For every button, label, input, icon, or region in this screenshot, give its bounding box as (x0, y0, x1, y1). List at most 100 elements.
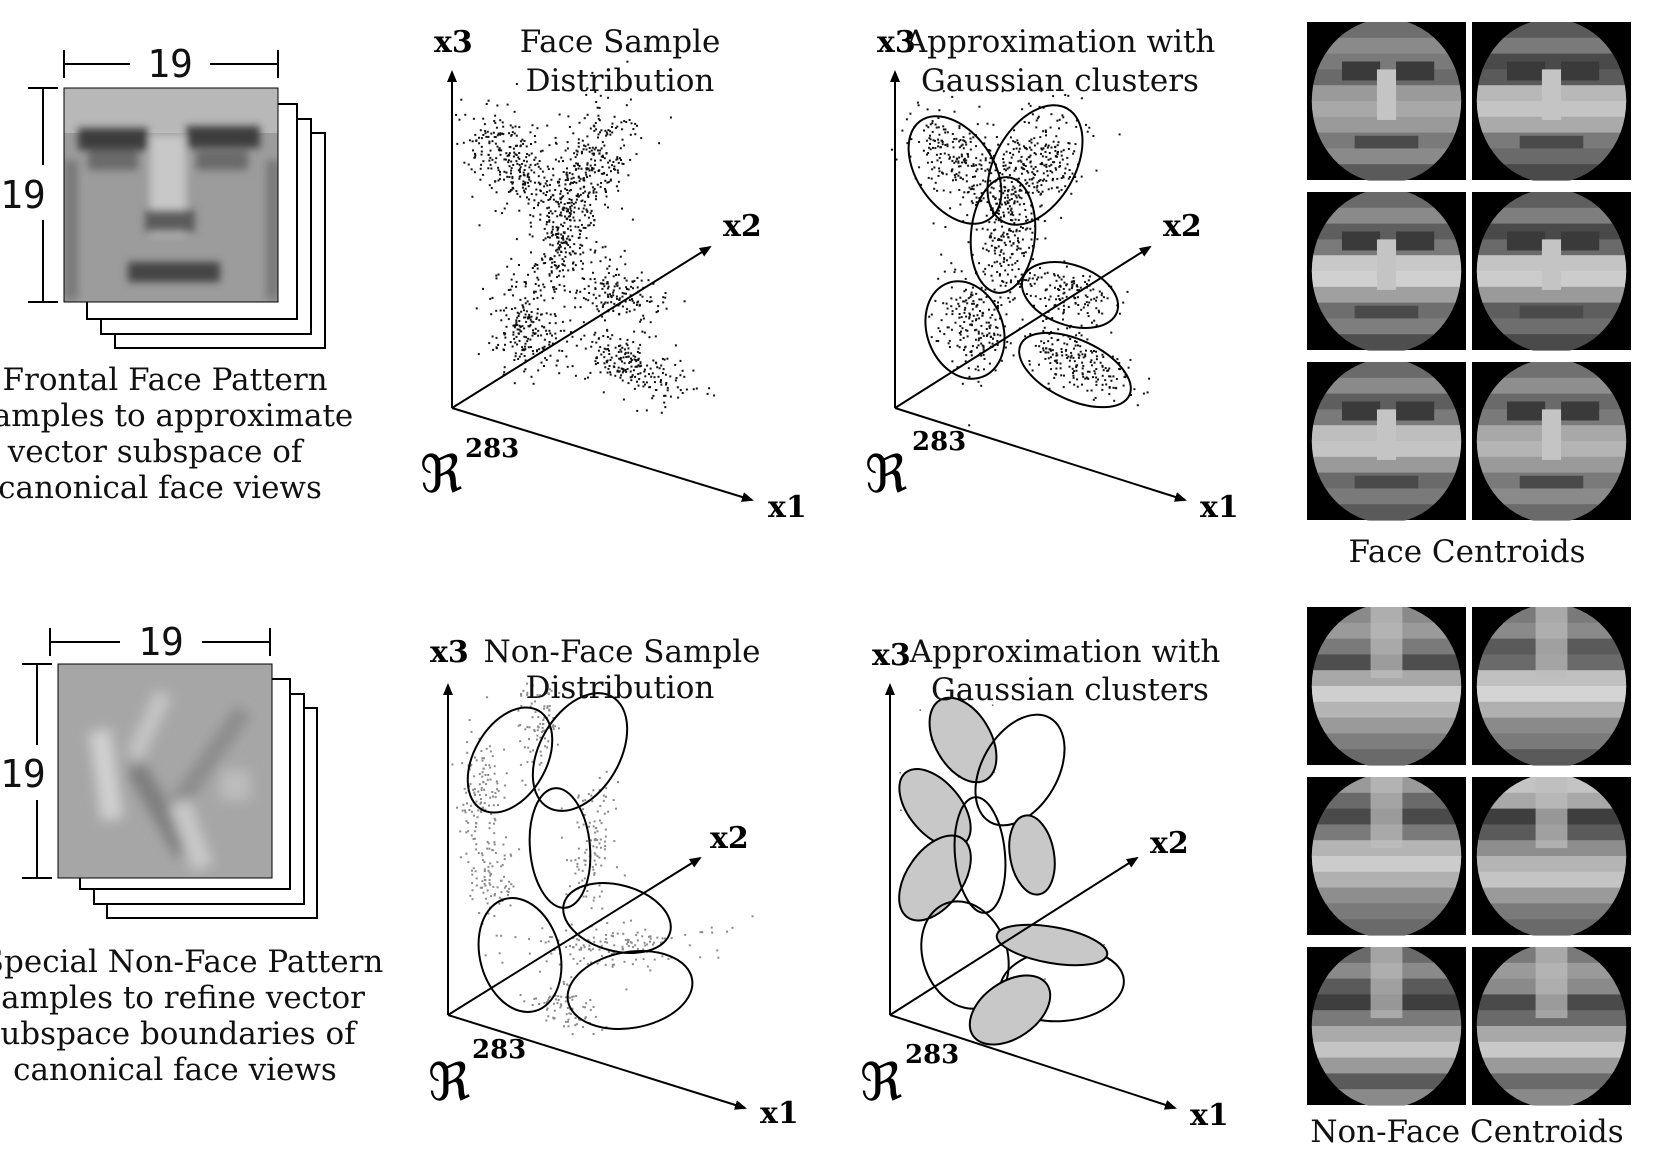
sample-dot (993, 261, 996, 264)
sample-dot (989, 236, 992, 239)
sample-dot (1072, 276, 1075, 279)
sample-dot (1044, 357, 1047, 360)
sample-dot (467, 163, 470, 166)
sample-dot (976, 314, 979, 317)
sample-dot (1013, 222, 1016, 225)
sample-dot (649, 386, 651, 389)
sample-dot (959, 203, 962, 206)
sample-dot (606, 287, 609, 290)
sample-dot (617, 366, 620, 369)
sample-dot (504, 336, 507, 339)
sample-dot (508, 152, 511, 155)
sample-dot (1002, 211, 1005, 214)
sample-dot (991, 704, 994, 706)
sample-dot (1104, 367, 1107, 370)
sample-dot (615, 274, 617, 276)
sample-dot (1071, 172, 1074, 175)
sample-dot (579, 187, 582, 190)
sample-dot (582, 179, 585, 182)
sample-dot (606, 922, 609, 925)
sample-dot (1113, 399, 1116, 402)
sample-dot (944, 128, 947, 131)
sample-dot (1049, 356, 1052, 359)
sample-dot (532, 331, 535, 334)
sample-dot (989, 336, 992, 338)
sample-dot (549, 354, 552, 357)
sample-dot (486, 847, 489, 850)
sample-dot (552, 174, 555, 177)
sample-dot (468, 768, 471, 771)
sample-dot (982, 270, 985, 273)
sample-dot (660, 379, 662, 382)
sample-dot (535, 188, 538, 191)
sample-dot (509, 904, 512, 907)
sample-dot (485, 747, 488, 750)
sample-dot (471, 889, 474, 892)
sample-dot (591, 167, 594, 169)
sample-dot (473, 837, 476, 840)
cluster-ellipse (531, 692, 629, 812)
sample-dot (527, 273, 529, 276)
sample-dot (1074, 340, 1076, 343)
sample-dot (461, 762, 464, 765)
sample-dot (985, 321, 988, 324)
sample-dot (478, 136, 480, 139)
sample-dot (533, 270, 536, 273)
sample-dot (606, 941, 609, 944)
sample-dot (582, 226, 585, 229)
sample-dot (489, 862, 492, 865)
nonface-height-label: 19 (0, 752, 46, 796)
sample-dot (935, 126, 938, 129)
sample-dot (590, 149, 593, 152)
sample-dot (967, 164, 970, 167)
sample-dot (1070, 281, 1073, 284)
sample-dot (511, 186, 514, 189)
sample-dot (586, 167, 589, 170)
sample-dot (1033, 144, 1036, 147)
sample-dot (630, 285, 633, 288)
sample-dot (518, 264, 520, 266)
sample-dot (474, 133, 477, 136)
nonface-centroid-tile (1472, 947, 1631, 1106)
sample-dot (485, 783, 488, 786)
sample-dot (518, 312, 521, 315)
sample-dot (636, 380, 638, 383)
sample-dot (1013, 169, 1016, 172)
sample-dot (1062, 149, 1065, 152)
sample-dot (533, 730, 536, 733)
sample-dot (563, 260, 565, 263)
sample-dot (1045, 134, 1047, 137)
sample-dot (1049, 170, 1052, 172)
sample-dot (984, 267, 987, 270)
sample-dot (517, 169, 520, 172)
sample-dot (565, 173, 568, 176)
sample-dot (604, 845, 607, 847)
sample-dot (554, 141, 557, 144)
sample-dot (556, 242, 559, 245)
sample-dot (526, 691, 529, 694)
shaded-cluster-ellipse (928, 696, 998, 784)
nonface-caption-line: samples to refine vector (0, 980, 365, 1016)
sample-dot (503, 332, 505, 335)
sample-dot (594, 122, 597, 124)
sample-dot (644, 375, 647, 378)
sample-dot (1020, 273, 1023, 276)
sample-dot (1020, 189, 1023, 192)
sample-dot (532, 749, 534, 752)
sample-dot (524, 297, 527, 300)
sample-dot (1063, 374, 1065, 377)
sample-dot (591, 302, 594, 305)
sample-dot (509, 341, 512, 344)
sample-dot (1001, 225, 1004, 228)
sample-dot (572, 132, 575, 135)
sample-dot (996, 344, 999, 346)
sample-dot (581, 879, 584, 882)
sample-dot (613, 840, 616, 843)
sample-dot (1015, 196, 1018, 199)
shaded-cluster-ellipse (898, 834, 972, 922)
sample-dot (701, 931, 704, 934)
sample-dot (1039, 266, 1041, 269)
sample-dot (1031, 182, 1034, 185)
sample-dot (940, 161, 942, 164)
sample-dot (594, 287, 597, 290)
